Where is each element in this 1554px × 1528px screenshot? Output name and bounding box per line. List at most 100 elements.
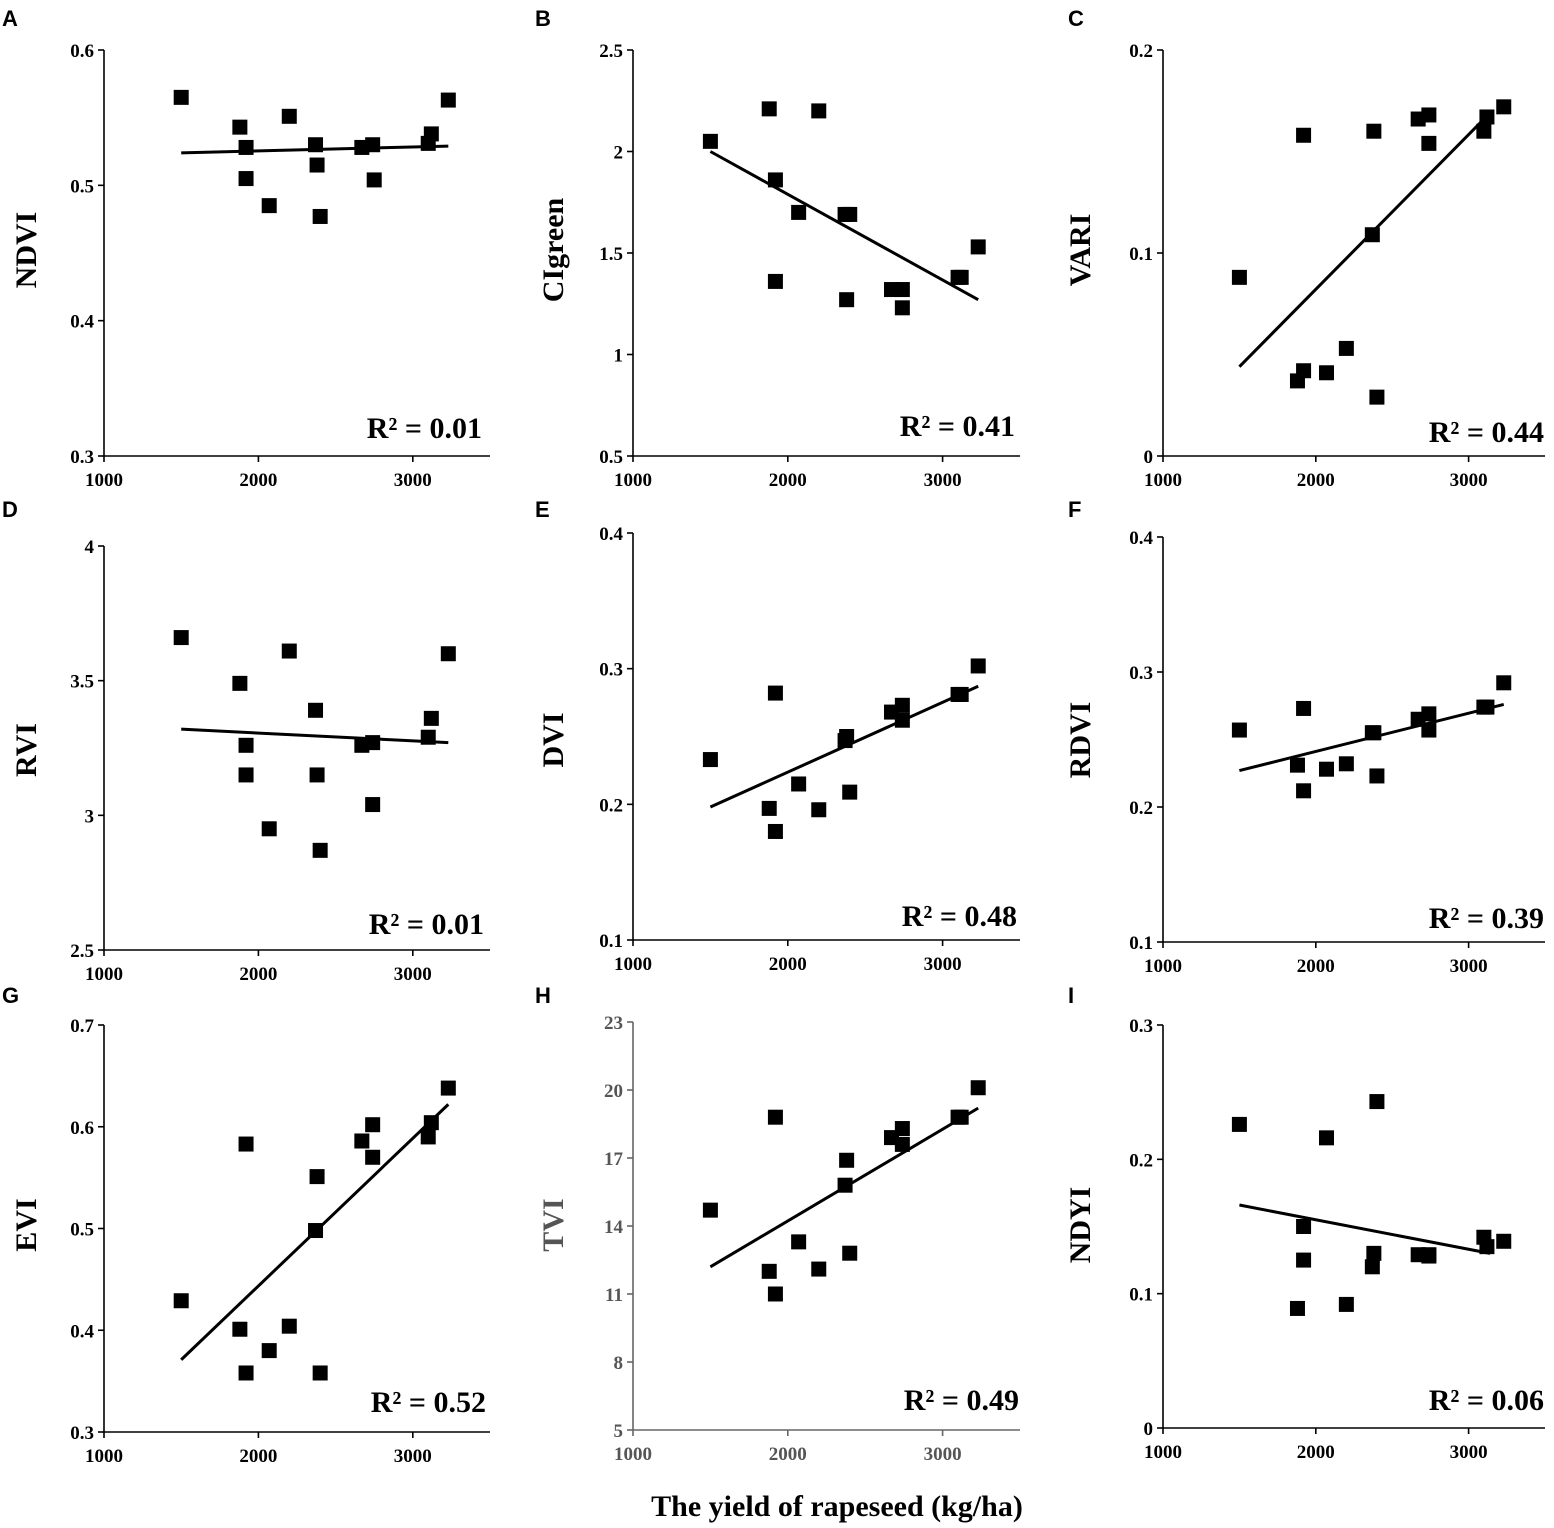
y-tick-label: 8 xyxy=(614,1353,624,1374)
data-point xyxy=(312,842,328,858)
y-axis-label: NDVI xyxy=(10,212,43,289)
r-squared-label: R² = 0.06 xyxy=(1429,1384,1544,1417)
data-point xyxy=(420,1129,436,1145)
data-point xyxy=(761,1263,777,1279)
x-tick-label: 2000 xyxy=(239,470,277,491)
panel-letter: H xyxy=(535,983,551,1008)
y-tick-label: 2 xyxy=(614,143,624,164)
y-tick-label: 20 xyxy=(604,1081,623,1102)
data-point xyxy=(1231,1116,1247,1132)
data-point xyxy=(791,1234,807,1250)
y-tick-label: 0.4 xyxy=(70,312,94,333)
data-point xyxy=(309,1169,325,1185)
data-point xyxy=(308,137,324,153)
data-point xyxy=(312,208,328,224)
data-point xyxy=(232,119,248,135)
y-tick-label: 3 xyxy=(85,806,95,827)
y-tick-label: 0.4 xyxy=(599,524,623,545)
panel-d: D 2.5 3 3.5 4 1000 2000 3000 RVI R² = 0.01 xyxy=(2,497,490,985)
x-tick-label: 3000 xyxy=(394,964,432,985)
x-tick-label: 3000 xyxy=(1450,1442,1488,1463)
data-point xyxy=(1496,675,1512,691)
data-point xyxy=(1289,757,1305,773)
x-tick-label: 2000 xyxy=(769,470,807,491)
panel-letter: C xyxy=(1068,6,1084,31)
panel-i: I 0 0.1 0.2 0.3 1000 2000 3000 NDYI R² = 0.06 xyxy=(1064,983,1545,1463)
data-point xyxy=(839,729,855,744)
y-tick-label: 0.3 xyxy=(1129,663,1153,684)
data-point xyxy=(1296,363,1312,379)
panel-f: F 0.1 0.2 0.3 0.4 1000 2000 3000 RDVI R² = 0.39 xyxy=(1064,497,1545,977)
data-point xyxy=(953,686,969,702)
data-point xyxy=(440,1080,456,1096)
y-tick-label: 1.5 xyxy=(599,244,623,265)
data-point xyxy=(312,1365,328,1381)
data-point xyxy=(238,139,254,155)
data-point xyxy=(309,767,325,783)
data-point xyxy=(1366,725,1382,741)
data-point xyxy=(1318,365,1334,381)
data-point xyxy=(281,108,297,124)
y-tick-label: 0.3 xyxy=(1129,1016,1153,1037)
panel-letter: E xyxy=(535,497,550,522)
y-tick-label: 0.6 xyxy=(70,1118,94,1139)
data-point xyxy=(309,157,325,173)
data-point xyxy=(767,273,783,289)
data-point xyxy=(420,729,436,745)
data-point xyxy=(1366,123,1382,139)
data-point xyxy=(970,658,986,674)
y-axis-label: EVI xyxy=(10,1198,43,1251)
data-point xyxy=(767,685,783,701)
y-tick-label: 0.1 xyxy=(599,931,623,952)
x-tick-label: 1000 xyxy=(614,1444,652,1465)
data-point xyxy=(261,198,277,214)
y-axis-label: TVI xyxy=(537,1198,570,1251)
y-axis-label: VARI xyxy=(1064,214,1097,287)
x-tick-label: 2000 xyxy=(769,1444,807,1465)
y-tick-label: 0.2 xyxy=(1129,798,1153,819)
panel-g: G 0.3 0.4 0.5 0.6 0.7 1000 2000 3000 EVI R² = 0.52 xyxy=(2,983,490,1467)
data-point xyxy=(1364,227,1380,243)
data-point xyxy=(261,1343,277,1359)
x-tick-label: 1000 xyxy=(1144,956,1182,977)
data-point xyxy=(1369,389,1385,405)
data-point xyxy=(308,702,324,718)
data-point xyxy=(173,89,189,105)
y-tick-label: 0.3 xyxy=(599,660,623,681)
data-point xyxy=(1496,1233,1512,1249)
data-point xyxy=(811,103,827,119)
data-point xyxy=(791,204,807,220)
panel-letter: I xyxy=(1068,983,1074,1008)
x-tick-label: 2000 xyxy=(1297,1442,1335,1463)
x-tick-label: 1000 xyxy=(614,470,652,491)
data-point xyxy=(308,1223,324,1239)
y-tick-label: 0.3 xyxy=(70,1423,94,1444)
data-point xyxy=(842,206,858,222)
data-point xyxy=(365,797,381,813)
data-point xyxy=(842,1245,858,1261)
data-point xyxy=(238,171,254,187)
data-point xyxy=(232,675,248,691)
data-point xyxy=(238,1365,254,1381)
y-tick-label: 23 xyxy=(604,1013,623,1034)
data-point xyxy=(1479,109,1495,125)
y-axis-label: CIgreen xyxy=(537,197,570,302)
data-point xyxy=(894,1136,910,1152)
data-point xyxy=(1366,1245,1382,1261)
data-point xyxy=(1479,699,1495,715)
data-point xyxy=(702,1202,718,1218)
x-tick-label: 1000 xyxy=(1144,1442,1182,1463)
data-point xyxy=(365,735,381,751)
x-tick-label: 2000 xyxy=(1297,956,1335,977)
panel-letter: A xyxy=(2,6,18,31)
y-tick-label: 0 xyxy=(1144,447,1154,468)
data-point xyxy=(767,172,783,188)
data-point xyxy=(767,1109,783,1125)
data-point xyxy=(894,697,910,713)
data-point xyxy=(423,710,439,726)
y-tick-label: 5 xyxy=(614,1421,624,1442)
data-point xyxy=(1496,99,1512,115)
r-squared-label: R² = 0.01 xyxy=(369,908,484,941)
data-point xyxy=(1296,783,1312,799)
